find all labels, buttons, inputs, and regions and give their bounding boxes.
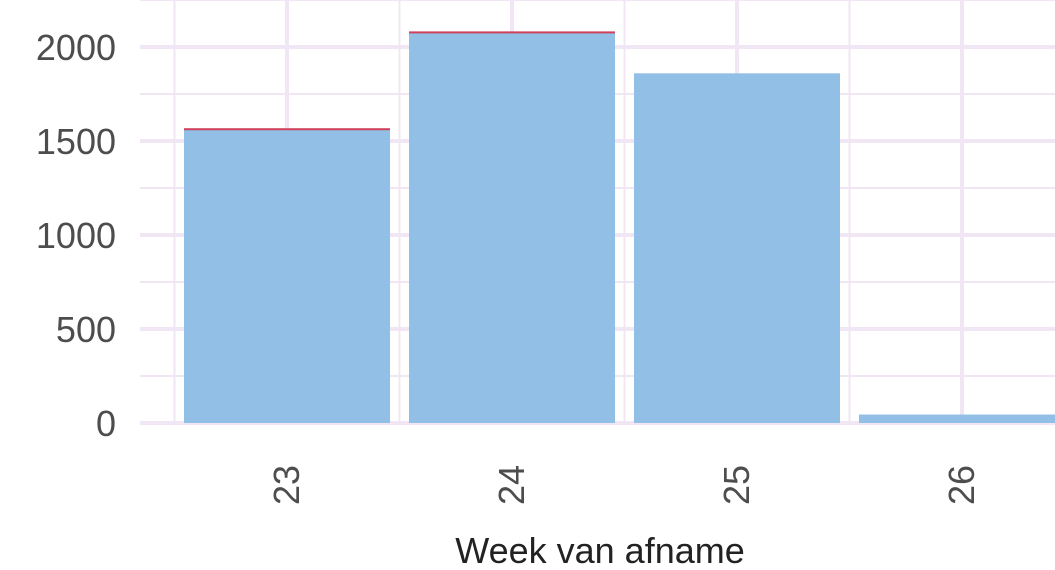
bar (409, 32, 615, 424)
bar (859, 414, 1055, 423)
x-tick-label: 23 (266, 465, 307, 505)
y-tick-label: 500 (56, 309, 116, 350)
y-axis-ticks: 0 500 1000 1500 2000 (36, 27, 116, 444)
x-tick-label: 26 (941, 465, 982, 505)
bar (634, 73, 840, 423)
bar-segment-top (409, 31, 615, 34)
x-tick-label: 24 (491, 465, 532, 505)
bar (184, 129, 390, 423)
x-axis-ticks: 23 24 25 26 (266, 465, 982, 505)
bar-segment-top (184, 128, 390, 131)
y-tick-label: 0 (96, 403, 116, 444)
y-tick-label: 1500 (36, 121, 116, 162)
bars (184, 31, 1055, 424)
y-tick-label: 2000 (36, 27, 116, 68)
x-axis-title: Week van afname (455, 530, 745, 570)
y-tick-label: 1000 (36, 215, 116, 256)
x-tick-label: 25 (716, 465, 757, 505)
